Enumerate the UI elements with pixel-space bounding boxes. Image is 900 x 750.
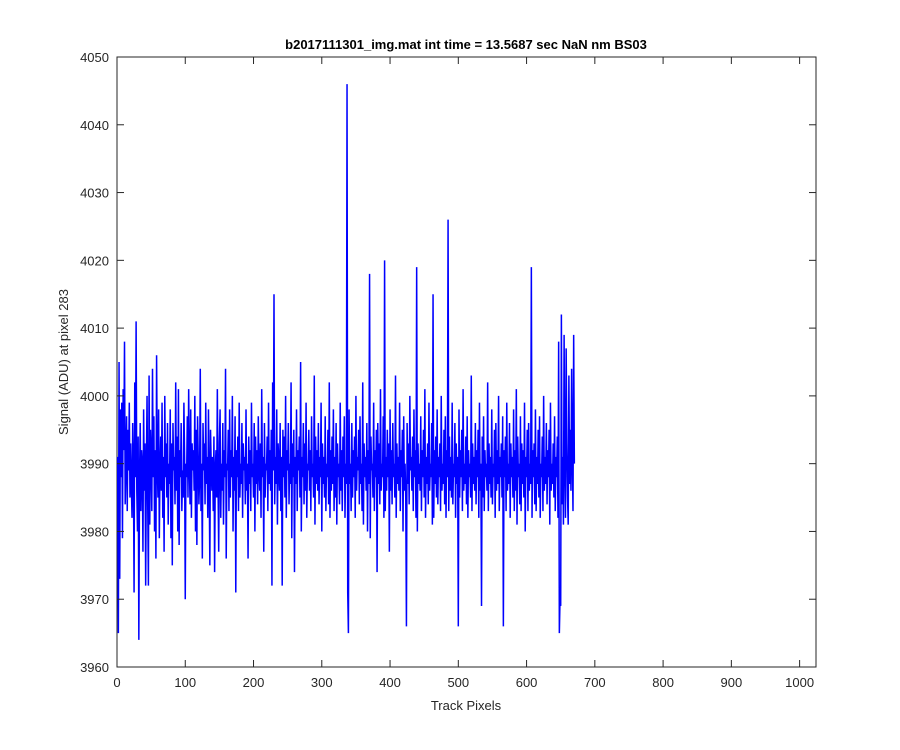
x-tick-label: 300 [311, 675, 333, 690]
plot-area: 0 100 200 300 400 500 600 700 800 900 1000 3960 3970… [80, 50, 817, 690]
y-tick-label: 3980 [80, 524, 109, 539]
data-layer [116, 84, 576, 640]
chart-title: b2017111301_img.mat int time = 13.5687 s… [285, 37, 647, 52]
y-tick-label: 3990 [80, 457, 109, 472]
x-tick-label: 800 [652, 675, 674, 690]
y-tick-label: 4050 [80, 50, 109, 65]
x-tick-label: 100 [174, 675, 196, 690]
y-tick-label: 4020 [80, 253, 109, 268]
series-line-0 [116, 84, 576, 640]
x-axis-label: Track Pixels [431, 698, 502, 713]
x-tick-label: 1000 [785, 675, 814, 690]
x-tick-label: 600 [516, 675, 538, 690]
y-tick-label: 3960 [80, 660, 109, 675]
y-tick-label: 3970 [80, 592, 109, 607]
axes-box [116, 56, 817, 668]
y-tick-label: 4030 [80, 186, 109, 201]
ticks-layer: 0 100 200 300 400 500 600 700 800 900 1000 3960 3970… [80, 50, 816, 690]
y-tick-label: 4010 [80, 321, 109, 336]
x-tick-label: 900 [721, 675, 743, 690]
x-tick-label: 700 [584, 675, 606, 690]
y-tick-label: 4000 [80, 389, 109, 404]
y-tick-label: 4040 [80, 118, 109, 133]
y-axis-label: Signal (ADU) at pixel 283 [56, 289, 71, 435]
x-tick-label: 0 [113, 675, 120, 690]
x-tick-label: 500 [447, 675, 469, 690]
x-tick-label: 200 [243, 675, 265, 690]
x-tick-label: 400 [379, 675, 401, 690]
